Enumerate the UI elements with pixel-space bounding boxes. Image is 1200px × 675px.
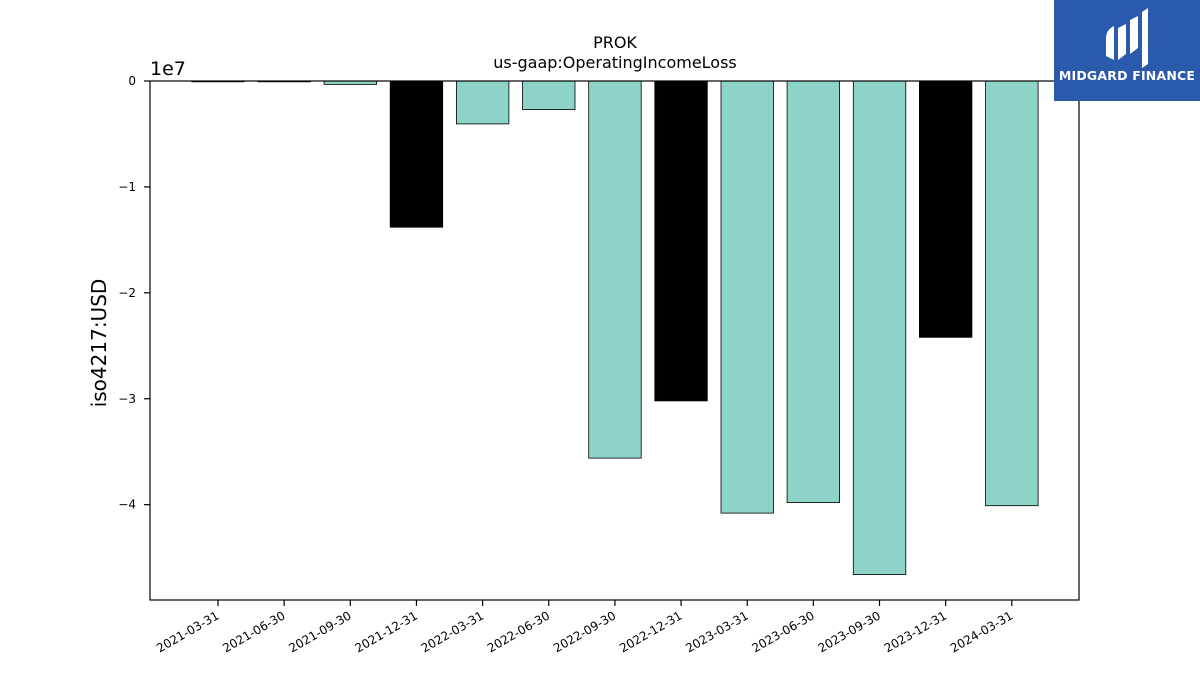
x-tick-label: 2022-06-30 [485,608,552,655]
y-tick-label: −2 [118,286,136,300]
x-tick-label: 2021-12-31 [353,608,420,655]
bar [985,80,1039,507]
y-tick-label: −4 [118,498,136,512]
bar [852,80,907,576]
bar [455,80,510,125]
x-tick-label: 2023-12-31 [882,608,949,655]
y-axis-label: iso4217:USD [87,279,111,408]
x-tick-label: 2022-09-30 [551,608,618,655]
x-tick-label: 2023-09-30 [816,608,883,655]
bar [786,80,840,504]
bar [522,80,576,111]
x-tick-label: 2023-03-31 [683,608,750,655]
x-tick-label: 2021-09-30 [286,608,353,655]
bar [654,80,708,402]
x-tick-label: 2024-03-31 [948,608,1015,655]
y-offset-text: 1e7 [150,58,186,80]
x-tick-label: 2022-12-31 [617,608,684,655]
chart-title: PROK [593,33,637,52]
bar [588,80,642,459]
bar [389,80,444,228]
bar [919,80,973,338]
brand-mark-icon [1106,8,1148,68]
plot-area: 0−1−2−3−42021-03-312021-06-302021-09-302… [118,74,1039,655]
x-tick-label: 2021-03-31 [154,608,221,655]
chart-subtitle: us-gaap:OperatingIncomeLoss [493,53,737,72]
y-tick-label: 0 [128,74,136,88]
y-tick-label: −1 [118,180,136,194]
plot-frame [149,80,1080,601]
x-tick-label: 2021-06-30 [220,608,287,655]
y-tick-label: −3 [118,392,136,406]
bar [720,80,774,514]
x-tick-label: 2023-06-30 [749,608,816,655]
brand-name: MIDGARD FINANCE [1058,68,1196,83]
brand-logo: MIDGARD FINANCE [1054,0,1200,101]
x-tick-label: 2022-03-31 [419,608,486,655]
